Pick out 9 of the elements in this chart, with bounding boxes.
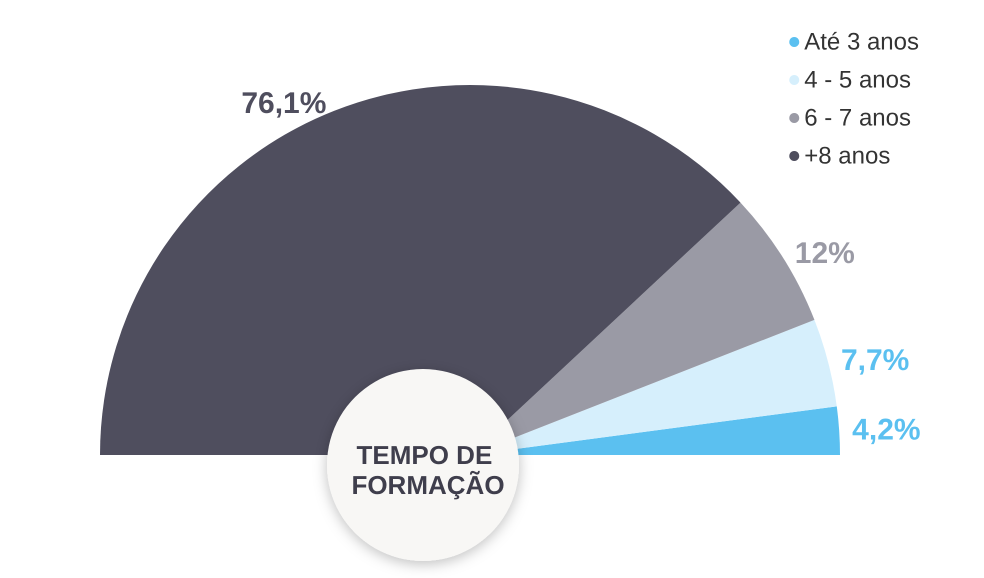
text: TEMPO DE FORMAÇÃO <box>351 440 505 500</box>
data-label: 7,7% <box>840 344 910 377</box>
data-label: 4,2% <box>852 414 921 447</box>
data-label: 12% <box>794 236 855 270</box>
legend-label: +8 anos <box>804 142 890 170</box>
legend-label: 6 - 7 anos <box>804 104 911 132</box>
legend-label: 4 - 5 anos <box>804 66 911 94</box>
legend-label: Até 3 anos <box>804 28 919 56</box>
data-label: 76,1% <box>241 86 326 120</box>
